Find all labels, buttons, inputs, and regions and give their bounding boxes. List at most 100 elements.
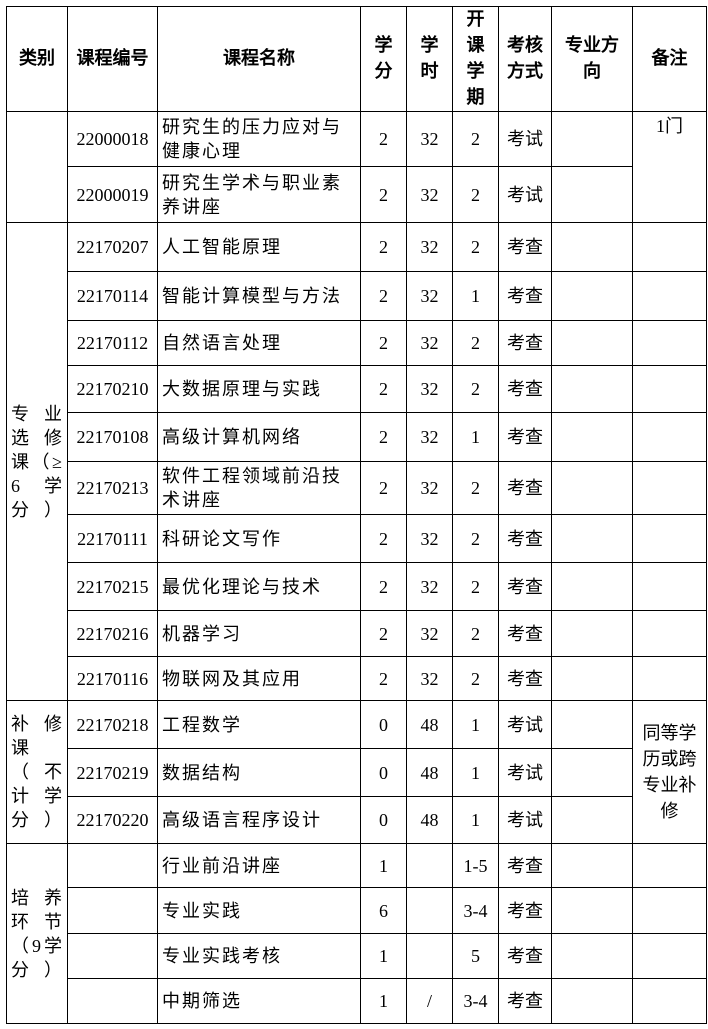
- exam-type: 考查: [498, 365, 552, 413]
- direction: [551, 111, 633, 167]
- term: 2: [452, 222, 499, 272]
- hours: 32: [406, 271, 453, 321]
- header-category: 类别: [6, 6, 68, 112]
- credit: 1: [360, 843, 407, 888]
- exam-type: 考查: [498, 320, 552, 366]
- course-code: 22170220: [67, 796, 158, 844]
- hours: [406, 933, 453, 979]
- hours: 32: [406, 320, 453, 366]
- exam-type: 考查: [498, 514, 552, 563]
- remark-cell: [632, 222, 707, 272]
- course-name: 高级计算机网络: [157, 412, 361, 462]
- exam-type: 考查: [498, 271, 552, 321]
- direction: [551, 271, 633, 321]
- table-row: 补修课（不计学分） 22170218 工程数学 0 48 1 考试 同等学历或跨专业补修: [6, 700, 707, 844]
- table-row: 22170215 最优化理论与技术 2 32 2 考查: [7, 562, 707, 611]
- term: 2: [452, 461, 499, 515]
- course-code: 22170116: [67, 656, 158, 701]
- credit: 2: [360, 461, 407, 515]
- term: 1: [452, 271, 499, 321]
- course-name: 大数据原理与实践: [157, 365, 361, 413]
- course-code: 22000018: [67, 111, 158, 167]
- course-code: 22170111: [67, 514, 158, 563]
- exam-type: 考查: [498, 933, 552, 979]
- credit: 2: [360, 320, 407, 366]
- course-code: 22170215: [67, 562, 158, 611]
- course-name: 研究生的压力应对与健康心理: [157, 111, 361, 167]
- term: 2: [452, 365, 499, 413]
- course-code: 22170219: [67, 748, 158, 797]
- remark-cell: [632, 887, 707, 934]
- header-row: 类别 课程编号 课程名称 学分 学时 开课学期 考核方式 专业方向 备注: [6, 6, 707, 112]
- remark-cell: [632, 461, 707, 515]
- hours: 32: [406, 111, 453, 167]
- direction: [551, 656, 633, 701]
- term: 1: [452, 700, 499, 749]
- course-name: 自然语言处理: [157, 320, 361, 366]
- course-code: 22170112: [67, 320, 158, 366]
- hours: 32: [406, 222, 453, 272]
- credit: 2: [360, 562, 407, 611]
- remark-cell: [632, 610, 707, 657]
- course-name: 工程数学: [157, 700, 361, 749]
- hours: [406, 843, 453, 888]
- exam-type: 考查: [498, 610, 552, 657]
- exam-type: 考查: [498, 978, 552, 1024]
- course-code: [67, 978, 158, 1024]
- course-code: 22170216: [67, 610, 158, 657]
- direction: [551, 166, 633, 223]
- term: 1: [452, 748, 499, 797]
- remark-cell: 1门: [632, 111, 707, 223]
- course-name: 最优化理论与技术: [157, 562, 361, 611]
- remark-cell: [632, 656, 707, 701]
- course-name: 专业实践: [157, 887, 361, 934]
- direction: [551, 365, 633, 413]
- table-row: 22170219 数据结构 0 48 1 考试: [7, 748, 707, 797]
- credit: 1: [360, 978, 407, 1024]
- direction: [551, 610, 633, 657]
- exam-type: 考查: [498, 843, 552, 888]
- credit: 0: [360, 748, 407, 797]
- course-name: 高级语言程序设计: [157, 796, 361, 844]
- exam-type: 考试: [498, 111, 552, 167]
- hours: 48: [406, 700, 453, 749]
- remark-cell: [632, 412, 707, 462]
- course-name: 人工智能原理: [157, 222, 361, 272]
- hours: 32: [406, 656, 453, 701]
- term: 2: [452, 562, 499, 611]
- credit: 2: [360, 166, 407, 223]
- table-row: 22170114 智能计算模型与方法 2 32 1 考查: [7, 271, 707, 321]
- table-row: 专业选修课（≥6学分） 22170207 人工智能原理 2 32 2 考查: [6, 222, 707, 701]
- credit: 1: [360, 933, 407, 979]
- credit: 2: [360, 412, 407, 462]
- course-name: 行业前沿讲座: [157, 843, 361, 888]
- remark-cell: [632, 933, 707, 979]
- hours: 32: [406, 412, 453, 462]
- header-exam: 考核方式: [507, 35, 543, 82]
- course-code: 22170108: [67, 412, 158, 462]
- term: 2: [452, 656, 499, 701]
- header-remark: 备注: [632, 6, 707, 112]
- course-name: 研究生学术与职业素养讲座: [157, 166, 361, 223]
- direction: [551, 700, 633, 749]
- term: 3-4: [452, 887, 499, 934]
- table-row: 22000018 研究生的压力应对与健康心理 2 32 2 考试 1门: [6, 111, 707, 223]
- hours: 48: [406, 796, 453, 844]
- table-row: 22170210 大数据原理与实践 2 32 2 考查: [7, 365, 707, 413]
- table-row: 22170213 软件工程领域前沿技术讲座 2 32 2 考查: [7, 461, 707, 515]
- credit: 2: [360, 610, 407, 657]
- exam-type: 考查: [498, 461, 552, 515]
- remark-cell: [632, 562, 707, 611]
- exam-type: 考试: [498, 700, 552, 749]
- credit: 0: [360, 796, 407, 844]
- hours: 32: [406, 514, 453, 563]
- remark-cell: [632, 320, 707, 366]
- exam-type: 考试: [498, 748, 552, 797]
- course-name: 智能计算模型与方法: [157, 271, 361, 321]
- direction: [551, 562, 633, 611]
- exam-type: 考查: [498, 887, 552, 934]
- hours: 32: [406, 610, 453, 657]
- hours: 32: [406, 562, 453, 611]
- category-cell: 培养环节（9学分）: [6, 843, 68, 1024]
- table-row: 22000019 研究生学术与职业素养讲座 2 32 2 考试: [7, 166, 707, 223]
